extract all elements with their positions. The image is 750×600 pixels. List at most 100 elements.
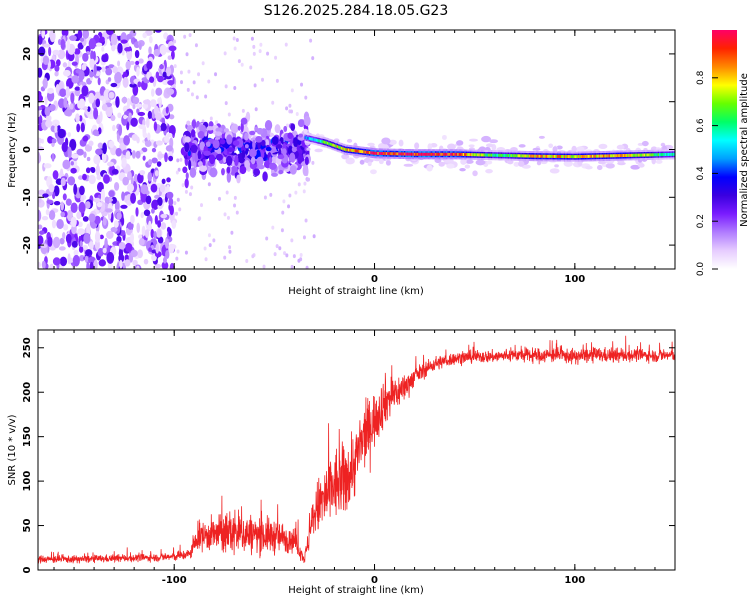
spectrogram-cell [346, 138, 353, 143]
spectrogram-cell [76, 211, 82, 220]
spectrogram-cell [70, 216, 77, 228]
spectrogram-cell [378, 151, 381, 155]
spectrogram-cell [288, 103, 292, 108]
spectrogram-cell [640, 153, 644, 157]
spectrogram-cell [633, 153, 637, 157]
spectrogram-cell [265, 146, 272, 152]
spectrogram-cell [258, 49, 262, 54]
spectrogram-cell [230, 230, 234, 235]
spectrogram-cell [384, 152, 387, 156]
spectrogram-cell [643, 153, 646, 157]
spectrogram-cell [457, 152, 460, 156]
spectrogram-cell [209, 154, 216, 165]
spectrogram-cell [62, 159, 71, 170]
spectrogram-cell [165, 66, 172, 77]
y-tick-label: 150 [22, 426, 33, 447]
spectrogram-cell [121, 49, 125, 56]
spectrogram-cell [88, 256, 96, 264]
spectrogram-cell [129, 83, 137, 88]
spectrogram-cell [173, 64, 177, 69]
spectrogram-cell [53, 185, 60, 197]
spectrogram-cell [87, 106, 91, 112]
spectrogram-cell [117, 60, 121, 67]
spectrogram-cell [47, 87, 54, 94]
spectrogram-cell [538, 135, 545, 139]
spectrogram-cell [90, 167, 96, 173]
spectrogram-cell [63, 109, 72, 117]
spectrogram-cell [398, 139, 404, 147]
spectrogram-cell [636, 153, 639, 157]
spectrogram-cell [197, 150, 202, 160]
spectrogram-cell [126, 97, 130, 110]
spectrogram-cell [101, 46, 105, 52]
spectrogram-cell [227, 112, 231, 117]
spectrogram-cell [98, 259, 106, 267]
spectrogram-cell [412, 152, 415, 156]
spectrogram-cell [105, 67, 113, 76]
spectrogram-cell [69, 35, 77, 41]
spectrogram-cell [598, 154, 602, 158]
spectrogram-cell [203, 150, 211, 156]
spectrogram-cell [154, 170, 159, 177]
spectrogram-cell [67, 253, 71, 265]
spectrogram-cell [51, 153, 55, 162]
spectrogram-cell [88, 38, 97, 50]
spectrogram-cell [305, 136, 309, 140]
spectrogram-cell [168, 155, 174, 162]
spectrogram-cell [60, 177, 66, 187]
spectrogram-cell [464, 153, 467, 157]
spectrogram-cell [226, 166, 231, 174]
spectrogram-cell [224, 101, 228, 106]
spectrogram-cell [113, 220, 119, 228]
spectrogram-cell [361, 150, 365, 154]
spectrogram-cell [134, 49, 140, 59]
spectrogram-cell [147, 110, 152, 120]
spectrogram-cell [114, 200, 120, 212]
spectrogram-cell [391, 152, 394, 156]
spectrogram-cell [254, 107, 258, 112]
spectrogram-cell [176, 249, 180, 254]
spectrogram-cell [228, 249, 232, 254]
spectrogram-cell [597, 154, 600, 158]
snr-ylabel: SNR (10 * v/v) [7, 414, 18, 485]
spectrogram-cell [62, 69, 71, 77]
spectrogram-cell [427, 143, 433, 151]
spectrogram-cell [99, 111, 103, 123]
spectrogram-cell [61, 142, 68, 153]
spectrogram-cell [79, 185, 85, 196]
spectrogram-cell [269, 162, 277, 170]
spectrogram-cell [119, 259, 123, 269]
spectrogram-cell [395, 152, 398, 156]
spectrogram-cell [385, 152, 388, 156]
spectrogram-cell [349, 148, 352, 152]
spectrogram-cell [39, 230, 45, 235]
spectrogram-cell [160, 213, 168, 219]
spectrogram-cell [162, 71, 167, 78]
spectrogram-cell [604, 154, 607, 158]
spectrogram-cell [223, 156, 227, 163]
spectrogram-cell [137, 111, 146, 117]
x-tick-label: 0 [371, 575, 378, 586]
spectrogram-cell [396, 152, 400, 156]
spectrogram-cell [157, 196, 163, 206]
spectrogram-cell [70, 161, 74, 166]
spectrogram-cell [472, 153, 475, 157]
spectrogram-cell [45, 114, 52, 122]
spectrogram-cell [657, 153, 660, 157]
spectrogram-cell [655, 159, 663, 164]
spectrogram-cell [465, 159, 474, 164]
spectrogram-cell [401, 152, 404, 156]
spectrogram-cell [46, 199, 54, 204]
spectrogram-cell [387, 152, 390, 156]
spectrogram-cell [226, 171, 232, 183]
spectrogram-cell [285, 106, 289, 111]
spectrogram-cell [307, 136, 310, 140]
spectrogram-cell [157, 236, 164, 244]
spectrogram-cell [352, 148, 355, 152]
spectrogram-cell [175, 256, 179, 261]
spectrogram-cell [41, 260, 46, 269]
colorbar: 0.0 0.2 0.4 0.6 0.8 Normalized spectral ampl… [696, 30, 750, 276]
spectrogram-cell [459, 168, 466, 172]
spectrogram-cell [135, 103, 143, 108]
spectrogram-cell [598, 143, 608, 150]
